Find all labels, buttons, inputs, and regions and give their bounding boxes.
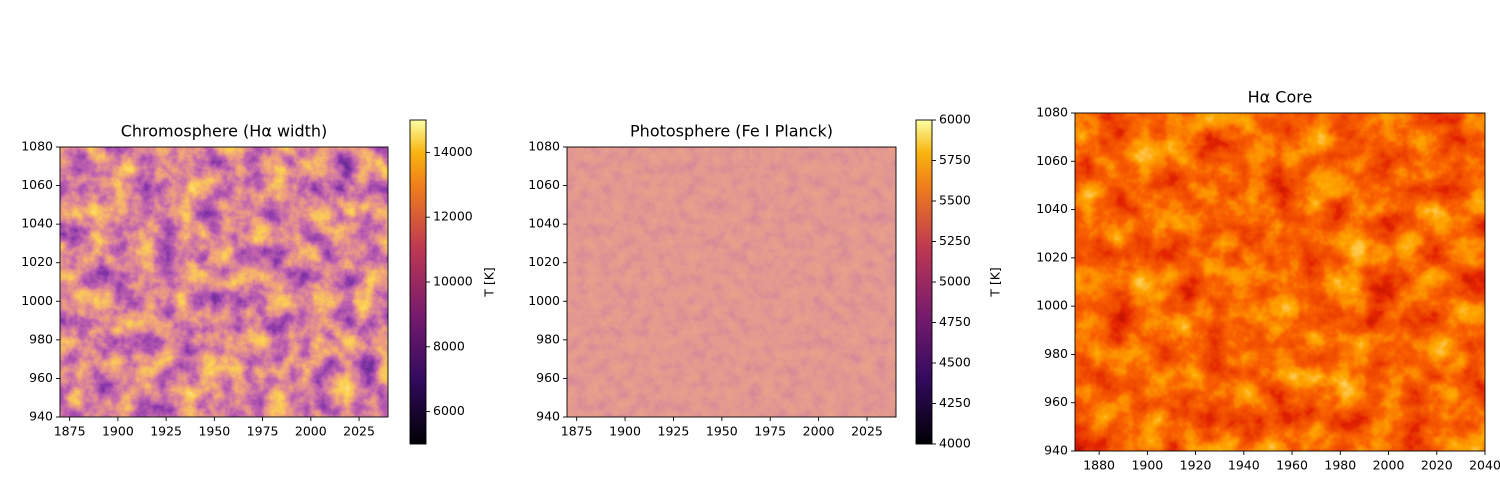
axes-frame <box>59 146 389 418</box>
colorbar-tick-label: 6000 <box>433 403 465 418</box>
x-tick-label: 1900 <box>102 424 134 439</box>
x-tick-label: 2025 <box>851 424 883 439</box>
y-tick-label: 960 <box>1044 394 1068 409</box>
y-tick-label: 1080 <box>1036 105 1068 120</box>
x-tick-label: 1980 <box>1324 458 1356 473</box>
y-tick-label: 1060 <box>1036 153 1068 168</box>
y-tick-label: 980 <box>1044 346 1068 361</box>
colorbar-tick-label: 5500 <box>939 193 971 208</box>
x-tick-label: 1975 <box>754 424 786 439</box>
x-tick-label: 1940 <box>1228 458 1260 473</box>
y-tick-label: 1040 <box>1036 201 1068 216</box>
axes-frame <box>566 146 897 418</box>
y-tick-label: 940 <box>29 409 53 424</box>
x-tick-label: 1975 <box>247 424 279 439</box>
x-tick-label: 1950 <box>198 424 230 439</box>
axes-frame <box>1074 112 1486 452</box>
y-tick-label: 1020 <box>1036 249 1068 264</box>
x-tick-label: 1875 <box>54 424 86 439</box>
chart-title: Hα Core <box>1248 88 1313 107</box>
y-tick-label: 1020 <box>528 254 560 269</box>
y-tick-label: 1020 <box>21 254 53 269</box>
colorbar-tick-label: 4750 <box>939 314 971 329</box>
colorbar-tick-label: 12000 <box>433 209 473 224</box>
x-tick-label: 1920 <box>1180 458 1212 473</box>
y-tick-label: 940 <box>1044 443 1068 458</box>
colorbar-tick-label: 4250 <box>939 395 971 410</box>
y-tick-label: 1000 <box>21 293 53 308</box>
y-tick-label: 1060 <box>528 177 560 192</box>
x-tick-label: 2000 <box>1373 458 1405 473</box>
x-tick-label: 1960 <box>1276 458 1308 473</box>
heatmap-image <box>60 147 388 417</box>
y-tick-label: 960 <box>536 370 560 385</box>
y-tick-label: 960 <box>29 370 53 385</box>
x-tick-label: 1900 <box>1131 458 1163 473</box>
heatmap-image <box>567 147 896 417</box>
colorbar-tick-label: 4000 <box>939 436 971 451</box>
x-tick-label: 2040 <box>1469 458 1500 473</box>
y-tick-label: 1040 <box>528 216 560 231</box>
chart-title: Photosphere (Fe I Planck) <box>630 122 833 141</box>
colorbar-tick-label: 4500 <box>939 355 971 370</box>
colorbar <box>916 120 932 444</box>
colorbar-tick-label: 14000 <box>433 144 473 159</box>
y-tick-label: 980 <box>536 331 560 346</box>
x-tick-label: 2000 <box>295 424 327 439</box>
y-tick-label: 940 <box>536 409 560 424</box>
x-tick-label: 1880 <box>1083 458 1115 473</box>
colorbar-tick-label: 5750 <box>939 152 971 167</box>
colorbar-tick-label: 5000 <box>939 274 971 289</box>
x-tick-label: 1900 <box>609 424 641 439</box>
heatmap-image <box>1075 113 1485 451</box>
chart-title: Chromosphere (Hα width) <box>121 122 328 141</box>
colorbar-tick-label: 5250 <box>939 233 971 248</box>
colorbar-label: T [K] <box>988 267 1003 298</box>
x-tick-label: 1925 <box>150 424 182 439</box>
colorbar-tick-label: 8000 <box>433 338 465 353</box>
y-tick-label: 1000 <box>528 293 560 308</box>
colorbar-tick-label: 6000 <box>939 112 971 127</box>
colorbar-label: T [K] <box>482 267 497 298</box>
y-tick-label: 1000 <box>1036 298 1068 313</box>
x-tick-label: 2025 <box>343 424 375 439</box>
x-tick-label: 1925 <box>658 424 690 439</box>
y-tick-label: 1080 <box>21 139 53 154</box>
x-tick-label: 2000 <box>803 424 835 439</box>
y-tick-label: 980 <box>29 331 53 346</box>
x-tick-label: 1950 <box>706 424 738 439</box>
y-tick-label: 1040 <box>21 216 53 231</box>
colorbar <box>410 120 426 444</box>
y-tick-label: 1060 <box>21 177 53 192</box>
x-tick-label: 2020 <box>1421 458 1453 473</box>
y-tick-label: 1080 <box>528 139 560 154</box>
x-tick-label: 1875 <box>561 424 593 439</box>
colorbar-tick-label: 10000 <box>433 274 473 289</box>
